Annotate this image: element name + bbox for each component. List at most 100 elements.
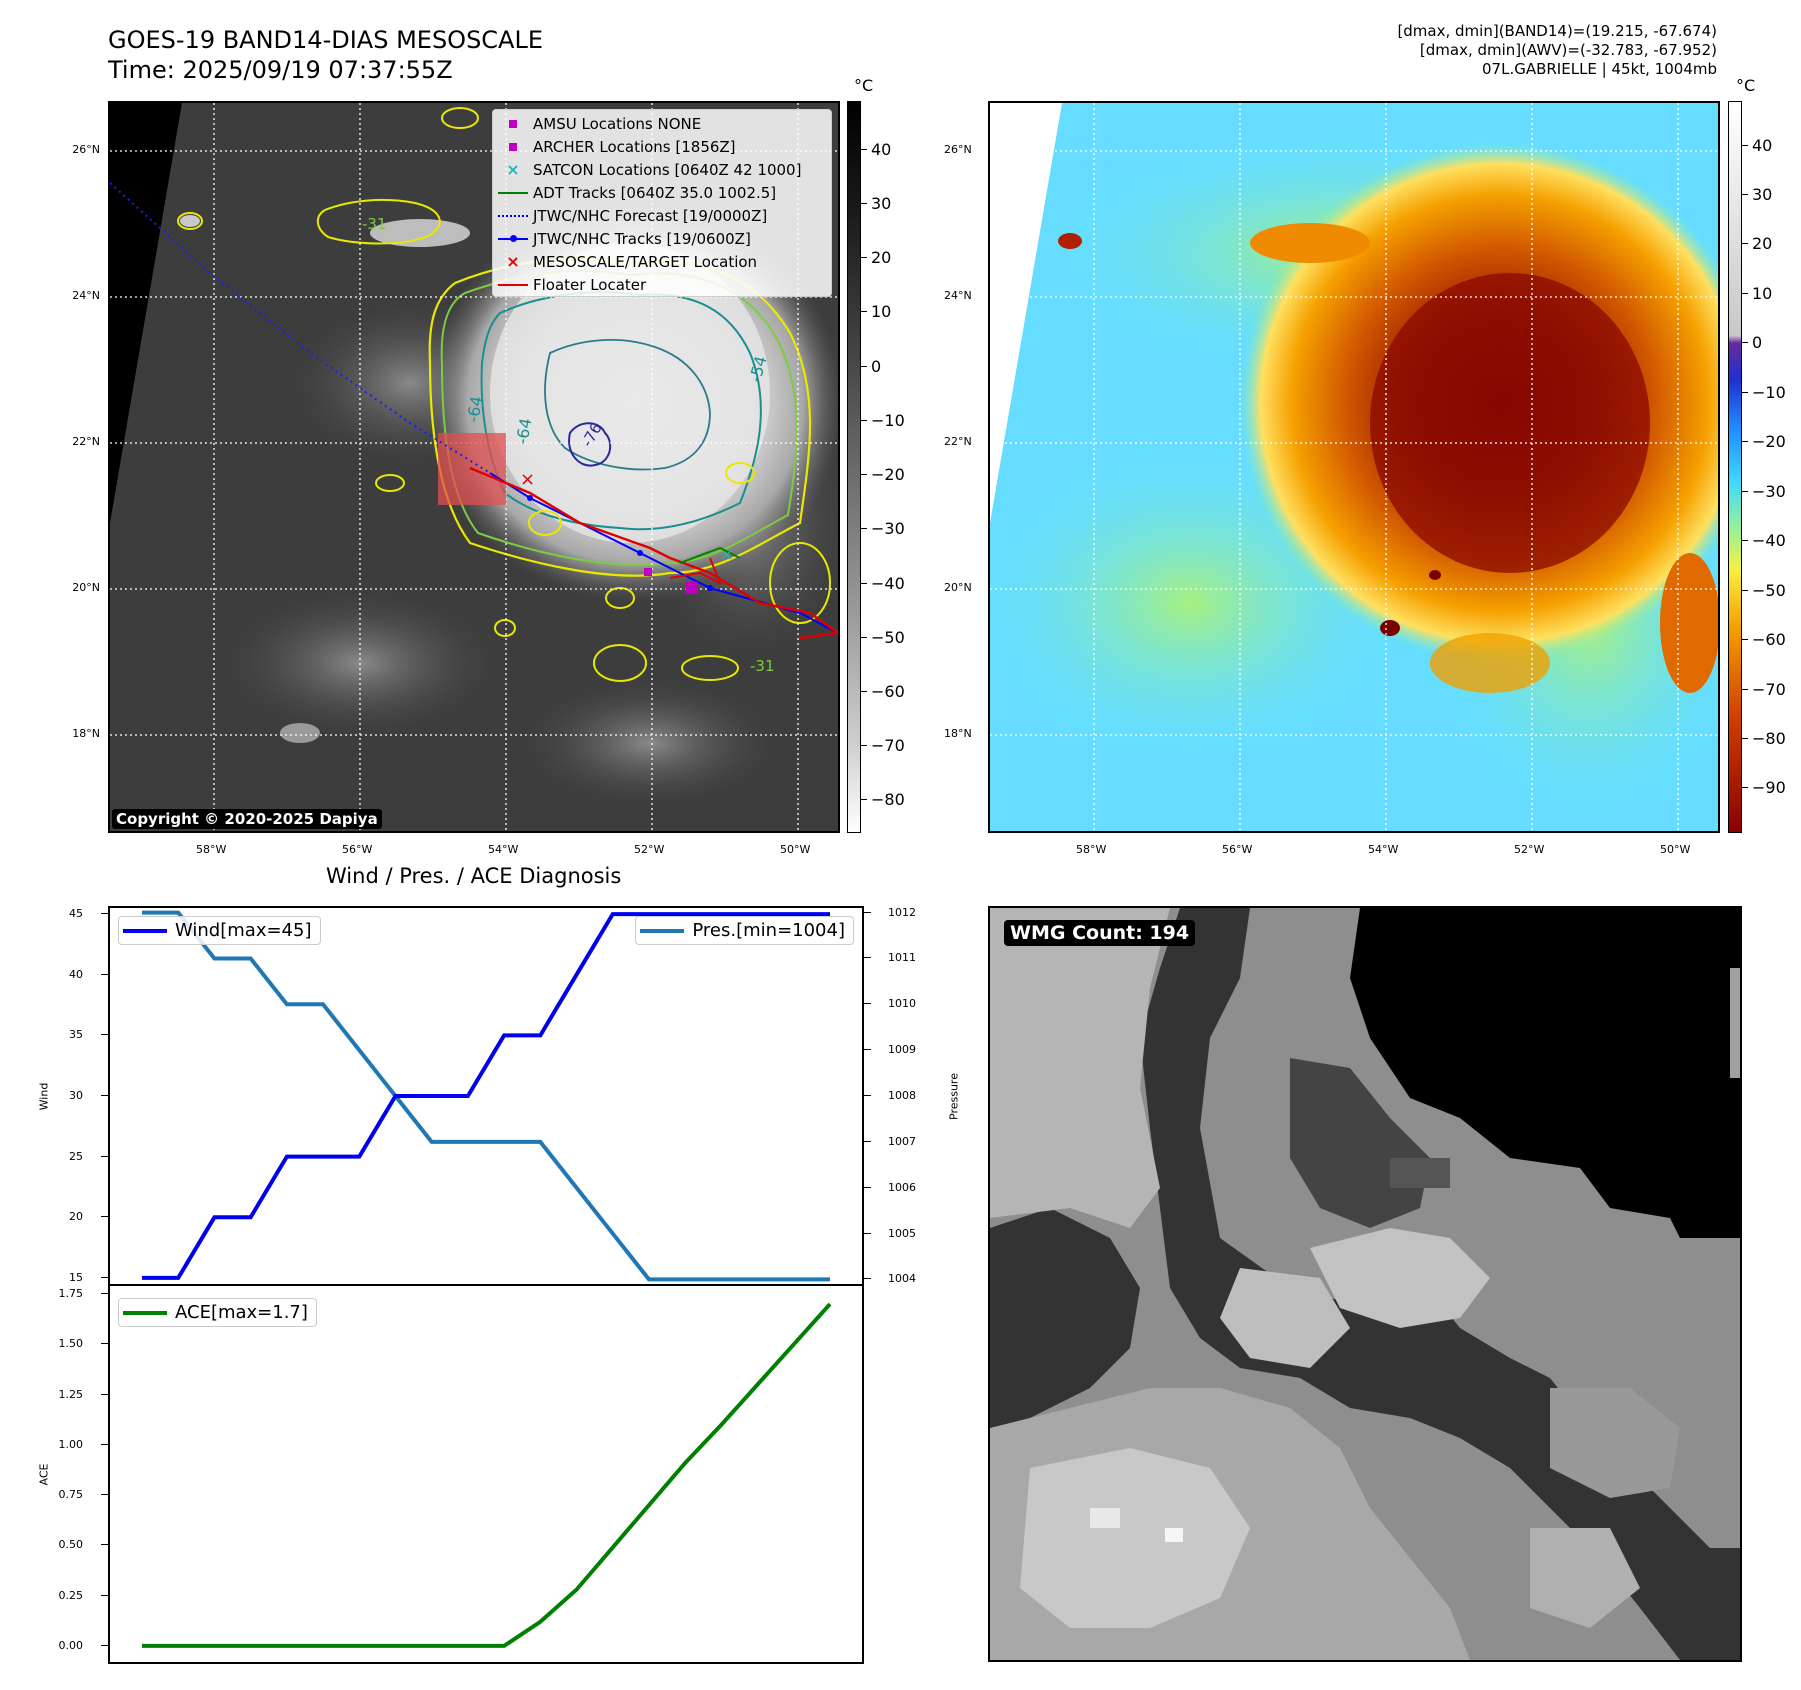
legend-entry: × SATCON Locations [0640Z 42 1000] xyxy=(493,158,831,181)
legend-label: ARCHER Locations [1856Z] xyxy=(533,137,736,156)
colorbar-tick-label: −60 xyxy=(871,682,905,702)
colorbar-tick-mark xyxy=(861,257,867,259)
colorbar-tick-label: −90 xyxy=(1752,778,1786,798)
wind-tick-mark xyxy=(101,973,108,975)
colorbar-tick-label: −40 xyxy=(1752,531,1786,551)
ace-legend: ACE[max=1.7] xyxy=(118,1298,317,1327)
pressure-tick-label: 1007 xyxy=(888,1134,916,1148)
colorbar-tick-label: 30 xyxy=(1752,184,1773,204)
colorbar-tick-mark xyxy=(1742,144,1748,146)
lat-label: 26°N xyxy=(944,143,972,156)
lon-label: 56°W xyxy=(342,843,373,856)
ace-plot xyxy=(142,1302,832,1648)
colorbar-tick-mark xyxy=(861,365,867,367)
legend-entry: Floater Locater xyxy=(493,273,831,296)
colorbar-tick-mark xyxy=(861,528,867,530)
lon-label: 58°W xyxy=(196,843,227,856)
wmg-panel: WMG Count: 194 xyxy=(988,906,1742,1662)
svg-text:×: × xyxy=(720,545,733,564)
legend-symbol xyxy=(493,283,533,286)
colorbar-tick-label: −80 xyxy=(871,790,905,810)
legend-entry: JTWC/NHC Tracks [19/0600Z] xyxy=(493,227,831,250)
colorbar-tick-label: −40 xyxy=(871,573,905,593)
colorbar-tick-label: 10 xyxy=(1752,283,1773,303)
ace-tick-label: 0.50 xyxy=(58,1538,84,1552)
colorbar-tick-mark xyxy=(861,745,867,747)
colorbar-tick-label: −70 xyxy=(1752,679,1786,699)
wmg-image xyxy=(990,908,1740,1660)
wind-axis-label-wrap: Wind xyxy=(24,1083,64,1111)
awv-colorbar-unit: °C xyxy=(1736,76,1756,95)
info-band14: [dmax, dmin](BAND14)=(19.215, -67.674) xyxy=(1397,22,1717,40)
ace-tick-label: 1.75 xyxy=(58,1287,84,1301)
awv-map xyxy=(990,103,1718,831)
legend-label: JTWC/NHC Tracks [19/0600Z] xyxy=(533,229,751,248)
wind-legend-swatch xyxy=(123,928,167,933)
legend-symbol: × xyxy=(506,159,520,179)
pressure-tick-mark xyxy=(864,1049,871,1051)
lon-label: 50°W xyxy=(1660,843,1691,856)
colorbar-tick-mark xyxy=(1742,243,1748,245)
pressure-legend: Pres.[min=1004] xyxy=(635,916,854,945)
info-storm: 07L.GABRIELLE | 45kt, 1004mb xyxy=(1482,60,1717,78)
colorbar-tick-mark xyxy=(1742,589,1748,591)
pressure-tick-mark xyxy=(864,1095,871,1096)
pressure-tick-label: 1008 xyxy=(888,1089,916,1102)
colorbar-tick-label: 20 xyxy=(871,248,892,268)
pressure-tick-label: 1006 xyxy=(888,1180,916,1194)
legend-symbol xyxy=(493,191,533,194)
colorbar-tick-label: 40 xyxy=(1752,135,1773,155)
colorbar-tick-label: 0 xyxy=(871,356,882,376)
colorbar-tick-mark xyxy=(861,636,867,638)
colorbar-tick-label: 10 xyxy=(871,302,892,322)
pressure-tick-label: 1004 xyxy=(888,1272,916,1286)
lat-label: 20°N xyxy=(72,581,100,594)
colorbar-tick-mark xyxy=(1742,490,1748,492)
lon-label: 56°W xyxy=(1222,843,1253,856)
pressure-tick-mark xyxy=(864,1003,871,1005)
colorbar-tick-label: −20 xyxy=(1752,432,1786,452)
colorbar-tick-mark xyxy=(861,799,867,801)
ace-tick-mark xyxy=(101,1594,108,1596)
lon-label: 54°W xyxy=(1368,843,1399,856)
legend-label: JTWC/NHC Forecast [19/0000Z] xyxy=(533,206,768,225)
legend-entry: × MESOSCALE/TARGET Location xyxy=(493,250,831,273)
svg-text:×: × xyxy=(520,469,535,490)
colorbar-tick-label: −50 xyxy=(871,627,905,647)
colorbar-tick-mark xyxy=(1742,342,1748,344)
colorbar-tick-mark xyxy=(1742,292,1748,294)
lat-label: 24°N xyxy=(72,289,100,302)
wind-tick-mark xyxy=(101,1034,108,1036)
legend-label: MESOSCALE/TARGET Location xyxy=(533,252,758,271)
pressure-legend-label: Pres.[min=1004] xyxy=(692,920,845,941)
ace-axis-label: ACE xyxy=(37,1463,51,1486)
legend-label: ADT Tracks [0640Z 35.0 1002.5] xyxy=(533,183,777,202)
wind-legend-label: Wind[max=45] xyxy=(175,920,312,941)
wind-series-line xyxy=(142,912,830,1280)
colorbar-tick-label: 0 xyxy=(1752,333,1763,353)
colorbar-tick-mark xyxy=(1742,391,1748,393)
ace-tick-mark xyxy=(101,1443,108,1445)
colorbar-tick-label: −70 xyxy=(871,736,905,756)
pressure-tick-label: 1005 xyxy=(888,1226,916,1240)
contour-label: -31 xyxy=(362,215,387,233)
page-title: GOES-19 BAND14-DIAS MESOSCALE xyxy=(108,26,544,54)
wind-tick-label: 15 xyxy=(69,1270,83,1284)
pressure-tick-label: 1011 xyxy=(888,951,916,965)
wind-tick-label: 25 xyxy=(69,1149,83,1163)
pressure-tick-mark xyxy=(864,911,871,913)
colorbar-tick-mark xyxy=(861,474,867,476)
wind-pressure-chart: Wind[max=45] Pres.[min=1004] xyxy=(108,906,864,1286)
colorbar-tick-mark xyxy=(861,582,867,584)
wind-pressure-plot xyxy=(142,910,830,1282)
ace-tick-label: 1.25 xyxy=(58,1387,84,1401)
legend-entry: JTWC/NHC Forecast [19/0000Z] xyxy=(493,204,831,227)
colorbar-tick-label: 20 xyxy=(1752,234,1773,254)
wind-tick-label: 45 xyxy=(69,907,83,921)
legend-label: Floater Locater xyxy=(533,275,647,294)
ace-tick-label: 0.00 xyxy=(58,1638,84,1652)
colorbar-tick-mark xyxy=(1742,540,1748,542)
wind-tick-mark xyxy=(101,1216,108,1218)
colorbar-tick-label: −30 xyxy=(1752,481,1786,501)
pressure-tick-mark xyxy=(864,1186,871,1188)
